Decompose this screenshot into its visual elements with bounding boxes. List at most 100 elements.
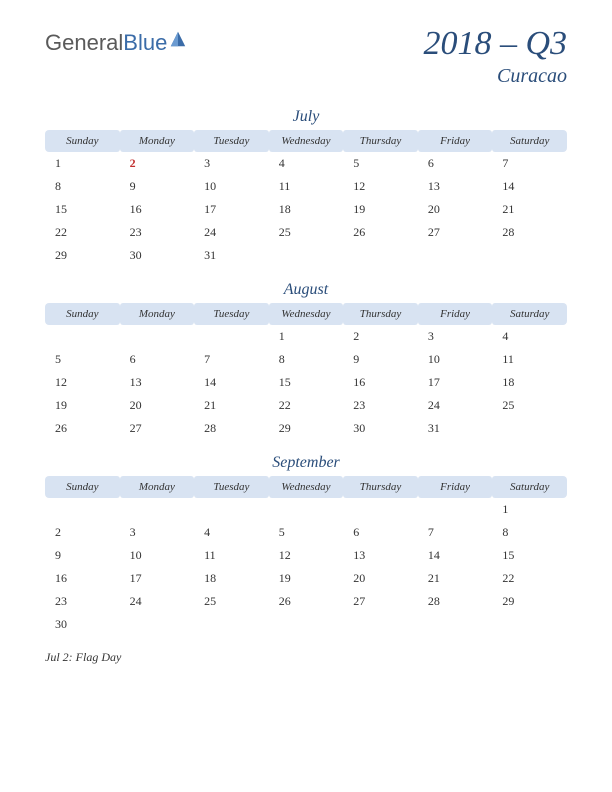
- month-name: August: [45, 281, 567, 299]
- day-header: Friday: [418, 476, 493, 498]
- day-cell: 2: [343, 325, 418, 348]
- logo: GeneralBlue: [45, 30, 187, 56]
- table-row: 567891011: [45, 348, 567, 371]
- day-header: Friday: [418, 303, 493, 325]
- logo-text-blue: Blue: [123, 30, 167, 56]
- day-cell: [269, 613, 344, 636]
- day-cell: 5: [45, 348, 120, 371]
- day-header: Sunday: [45, 303, 120, 325]
- table-row: 1234567: [45, 152, 567, 175]
- day-cell: 10: [194, 175, 269, 198]
- day-header: Thursday: [343, 476, 418, 498]
- day-cell: 23: [45, 590, 120, 613]
- day-header: Sunday: [45, 130, 120, 152]
- day-cell: 18: [194, 567, 269, 590]
- day-header: Saturday: [492, 303, 567, 325]
- day-cell: 10: [418, 348, 493, 371]
- day-cell: 24: [418, 394, 493, 417]
- calendar-table: SundayMondayTuesdayWednesdayThursdayFrid…: [45, 130, 567, 267]
- logo-text-general: General: [45, 30, 123, 56]
- day-cell: [418, 613, 493, 636]
- day-cell: 24: [194, 221, 269, 244]
- day-cell: 30: [45, 613, 120, 636]
- day-cell: [120, 498, 195, 521]
- day-cell: 26: [269, 590, 344, 613]
- day-cell: 23: [343, 394, 418, 417]
- day-cell: 15: [269, 371, 344, 394]
- day-cell: 20: [120, 394, 195, 417]
- day-cell: [194, 325, 269, 348]
- day-cell: 10: [120, 544, 195, 567]
- day-cell: 29: [45, 244, 120, 267]
- day-cell: 4: [492, 325, 567, 348]
- day-cell: [120, 325, 195, 348]
- day-cell: 22: [45, 221, 120, 244]
- day-cell: 21: [492, 198, 567, 221]
- day-cell: 14: [418, 544, 493, 567]
- day-cell: 31: [194, 244, 269, 267]
- day-cell: 12: [45, 371, 120, 394]
- table-row: 262728293031: [45, 417, 567, 440]
- day-cell: [343, 613, 418, 636]
- day-cell: 7: [418, 521, 493, 544]
- day-cell: [418, 244, 493, 267]
- day-cell: 18: [269, 198, 344, 221]
- day-header: Monday: [120, 303, 195, 325]
- day-cell: [269, 244, 344, 267]
- day-cell: 2: [120, 152, 195, 175]
- day-cell: 15: [492, 544, 567, 567]
- day-cell: 4: [269, 152, 344, 175]
- day-cell: 16: [120, 198, 195, 221]
- day-cell: 20: [418, 198, 493, 221]
- day-header: Thursday: [343, 303, 418, 325]
- day-cell: 19: [269, 567, 344, 590]
- table-row: 19202122232425: [45, 394, 567, 417]
- day-header: Saturday: [492, 130, 567, 152]
- day-cell: 8: [269, 348, 344, 371]
- day-header: Tuesday: [194, 303, 269, 325]
- day-cell: 17: [120, 567, 195, 590]
- day-cell: 19: [343, 198, 418, 221]
- day-cell: 16: [343, 371, 418, 394]
- day-cell: 1: [269, 325, 344, 348]
- day-header: Sunday: [45, 476, 120, 498]
- day-cell: 14: [194, 371, 269, 394]
- logo-sail-icon: [169, 30, 187, 48]
- day-cell: [418, 498, 493, 521]
- day-cell: 28: [418, 590, 493, 613]
- day-cell: 1: [492, 498, 567, 521]
- day-cell: 22: [269, 394, 344, 417]
- day-cell: 13: [120, 371, 195, 394]
- day-cell: 18: [492, 371, 567, 394]
- day-header: Wednesday: [269, 476, 344, 498]
- day-cell: 26: [45, 417, 120, 440]
- table-row: 15161718192021: [45, 198, 567, 221]
- day-cell: 6: [120, 348, 195, 371]
- day-cell: 20: [343, 567, 418, 590]
- table-row: 293031: [45, 244, 567, 267]
- day-cell: 30: [343, 417, 418, 440]
- day-cell: 11: [492, 348, 567, 371]
- day-cell: 5: [269, 521, 344, 544]
- day-cell: 11: [269, 175, 344, 198]
- title-block: 2018 – Q3 Curacao: [423, 25, 567, 88]
- day-cell: 24: [120, 590, 195, 613]
- day-header: Tuesday: [194, 476, 269, 498]
- header: GeneralBlue 2018 – Q3 Curacao: [45, 25, 567, 88]
- day-cell: 8: [45, 175, 120, 198]
- month-name: July: [45, 108, 567, 126]
- day-cell: 9: [343, 348, 418, 371]
- day-cell: 6: [418, 152, 493, 175]
- table-row: 2345678: [45, 521, 567, 544]
- day-cell: [492, 244, 567, 267]
- day-header: Tuesday: [194, 130, 269, 152]
- day-cell: 7: [194, 348, 269, 371]
- day-header: Monday: [120, 476, 195, 498]
- day-cell: 21: [194, 394, 269, 417]
- day-cell: [194, 498, 269, 521]
- day-cell: [45, 325, 120, 348]
- month-name: September: [45, 454, 567, 472]
- day-cell: 27: [343, 590, 418, 613]
- day-cell: 7: [492, 152, 567, 175]
- day-cell: [120, 613, 195, 636]
